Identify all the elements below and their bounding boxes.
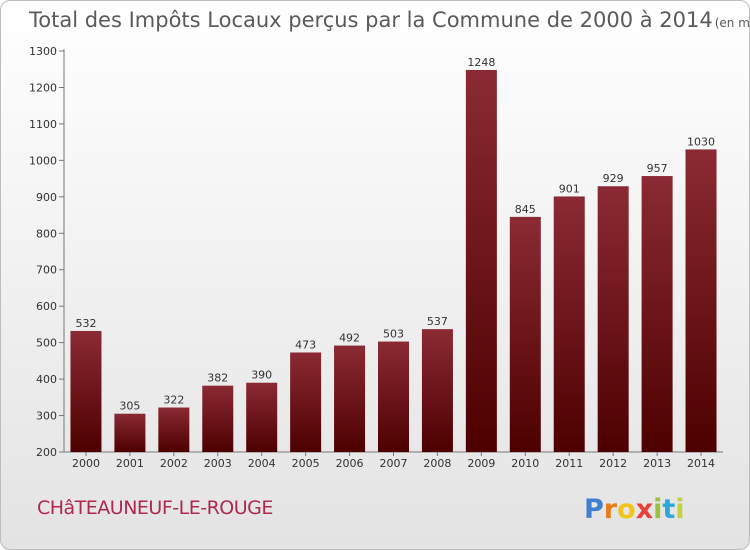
bar-2004 [246, 382, 278, 452]
bar-2009 [465, 69, 497, 452]
x-tick-label: 2011 [555, 457, 583, 470]
bar-2002 [158, 407, 190, 452]
y-tick-label: 900 [36, 191, 57, 204]
data-label-2008: 537 [427, 315, 448, 328]
bar-2000 [70, 330, 102, 452]
data-label-2001: 305 [119, 400, 140, 413]
logo-letter: x [636, 494, 653, 525]
y-tick-label: 200 [36, 446, 57, 459]
x-tick-label: 2014 [687, 457, 715, 470]
x-tick-label: 2004 [248, 457, 276, 470]
data-label-2004: 390 [251, 369, 272, 382]
data-label-2012: 929 [603, 172, 624, 185]
y-tick-label: 300 [36, 410, 57, 423]
y-tick-label: 800 [36, 227, 57, 240]
bar-2010 [509, 216, 541, 452]
bar-2011 [553, 196, 585, 452]
proxiti-logo[interactable]: Proxiti [584, 494, 685, 525]
y-tick-label: 1000 [29, 154, 57, 167]
y-tick-label: 500 [36, 337, 57, 350]
commune-name: CHâTEAUNEUF-LE-ROUGE [37, 497, 273, 519]
axes: 200 300 400 500 600 700 800 900 1000 1100 1200 1300… [29, 45, 723, 470]
data-label-2002: 322 [163, 394, 184, 407]
x-tick-label: 2012 [599, 457, 627, 470]
data-label-2014: 1030 [687, 135, 715, 148]
data-label-2007: 503 [383, 328, 404, 341]
x-tick-label: 2007 [380, 457, 408, 470]
y-tick-label: 600 [36, 300, 57, 313]
data-labels: 532 305 322 382 390 473 492 503 537 1248 845 901 929… [75, 56, 715, 413]
data-label-2011: 901 [559, 182, 580, 195]
x-tick-label: 2010 [511, 457, 539, 470]
x-tick-label: 2005 [292, 457, 320, 470]
x-tick-label: 2002 [160, 457, 188, 470]
y-tick-label: 400 [36, 373, 57, 386]
logo-letter: P [584, 494, 604, 525]
bar-2012 [597, 186, 629, 452]
data-label-2005: 473 [295, 338, 316, 351]
logo-letter: i [653, 494, 662, 525]
x-tick-label: 2001 [116, 457, 144, 470]
bar-2013 [641, 176, 673, 452]
chart-title: Total des Impôts Locaux perçus par la Co… [28, 8, 750, 32]
logo-letter: t [662, 494, 675, 525]
y-tick-label: 1300 [29, 45, 57, 58]
x-tick-label: 2013 [643, 457, 671, 470]
x-tick-label: 2008 [423, 457, 451, 470]
bar-2005 [290, 352, 322, 452]
bar-2003 [202, 385, 234, 452]
bars [70, 69, 717, 452]
logo-letter: o [617, 494, 636, 525]
data-label-2013: 957 [647, 162, 668, 175]
data-label-2010: 845 [515, 203, 536, 216]
x-tick-label: 2003 [204, 457, 232, 470]
chart-title-unit: (en milliers d'€) [715, 16, 750, 30]
bar-2014 [685, 149, 717, 452]
chart-title-main: Total des Impôts Locaux perçus par la Co… [28, 8, 713, 32]
logo-letter: r [604, 494, 618, 525]
y-tick-label: 1100 [29, 118, 57, 131]
data-label-2006: 492 [339, 332, 360, 345]
y-tick-label: 700 [36, 264, 57, 277]
bar-2007 [378, 341, 409, 452]
x-tick-label: 2000 [72, 457, 100, 470]
x-tick-label: 2009 [467, 457, 495, 470]
data-label-2009: 1248 [467, 56, 495, 69]
bar-2008 [421, 329, 453, 452]
x-tick-label: 2006 [336, 457, 364, 470]
data-label-2000: 532 [75, 317, 96, 330]
bar-2001 [114, 413, 146, 452]
data-label-2003: 382 [207, 372, 228, 385]
bar-2006 [334, 345, 366, 452]
logo-letter: i [675, 494, 684, 525]
y-tick-label: 1200 [29, 81, 57, 94]
